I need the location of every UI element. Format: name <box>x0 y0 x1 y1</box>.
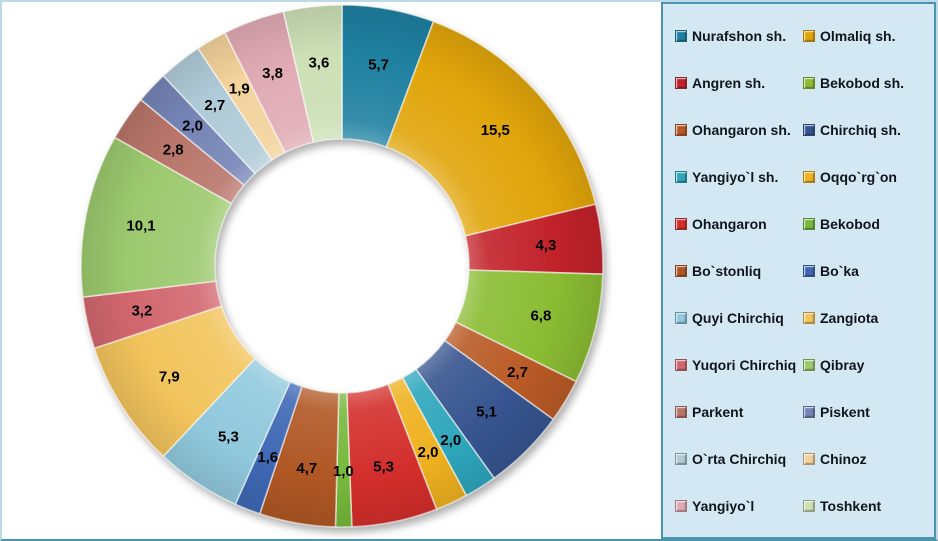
legend-item-toshkent: Toshkent <box>803 499 930 513</box>
legend-label: Bekobod <box>820 215 880 232</box>
legend-label: Ohangaron sh. <box>692 121 791 138</box>
legend-swatch-icon <box>675 170 687 183</box>
legend-swatch-icon <box>675 311 687 324</box>
legend-swatch-icon <box>803 217 815 230</box>
segment-value-label: 5,3 <box>373 459 394 476</box>
segment-value-label: 3,2 <box>131 303 152 320</box>
legend-swatch-icon <box>675 264 687 277</box>
legend-swatch-icon <box>803 170 815 183</box>
legend-item-nurafshon-sh-: Nurafshon sh. <box>675 29 803 43</box>
doughnut-chart: 5,7 15,5 4,3 6,8 2,7 5,1 2,0 2,0 5,3 1,0 4,7 1,6 5,3… <box>2 2 661 539</box>
segment-value-label: 4,3 <box>535 237 556 254</box>
legend-swatch-icon <box>803 358 815 371</box>
segment-value-label: 2,0 <box>418 444 439 461</box>
legend-item-qibray: Qibray <box>803 358 930 372</box>
legend-swatch-icon <box>675 217 687 230</box>
legend-label: Bo`ka <box>820 262 859 279</box>
segment-value-label: 5,3 <box>218 429 239 446</box>
legend-label: Parkent <box>692 403 744 420</box>
legend-item-parkent: Parkent <box>675 405 803 419</box>
segment-value-label: 6,8 <box>530 308 551 325</box>
segment-value-label: 10,1 <box>126 218 155 235</box>
legend-item-angren-sh-: Angren sh. <box>675 76 803 90</box>
doughnut-labels: 5,715,54,36,82,75,12,02,05,31,04,71,65,3… <box>126 54 556 480</box>
legend-item-piskent: Piskent <box>803 405 930 419</box>
legend-item-yuqori-chirchiq: Yuqori Chirchiq <box>675 358 803 372</box>
donut-segment-olmaliq-sh- <box>385 20 597 237</box>
legend-grid: Nurafshon sh. Olmaliq sh. Angren sh. Bekobo… <box>663 4 934 537</box>
segment-value-label: 15,5 <box>481 122 510 139</box>
segment-value-label: 1,9 <box>229 81 250 98</box>
segment-value-label: 2,8 <box>163 142 184 159</box>
legend-label: Oqqo`rg`on <box>820 168 897 185</box>
legend-item-bekobod: Bekobod <box>803 217 930 231</box>
legend-label: Bo`stonliq <box>692 262 762 279</box>
legend-item-chinoz: Chinoz <box>803 452 930 466</box>
legend-swatch-icon <box>803 499 815 512</box>
legend-label: Yangiyo`l sh. <box>692 168 779 185</box>
segment-value-label: 5,7 <box>368 56 389 73</box>
segment-value-label: 2,7 <box>507 364 528 381</box>
segment-value-label: 1,6 <box>257 449 278 466</box>
legend-swatch-icon <box>675 29 687 42</box>
legend-swatch-icon <box>675 405 687 418</box>
legend-label: Angren sh. <box>692 74 766 91</box>
legend-item-bo-ka: Bo`ka <box>803 264 930 278</box>
legend-item-quyi-chirchiq: Quyi Chirchiq <box>675 311 803 325</box>
legend-swatch-icon <box>675 76 687 89</box>
legend-label: Yangiyo`l <box>692 497 755 514</box>
legend-swatch-icon <box>675 123 687 136</box>
legend-swatch-icon <box>803 311 815 324</box>
legend-item-ohangaron-sh-: Ohangaron sh. <box>675 123 803 137</box>
legend-label: Ohangaron <box>692 215 767 232</box>
legend-item-oqqo-rg-on: Oqqo`rg`on <box>803 170 930 184</box>
legend-item-chirchiq-sh-: Chirchiq sh. <box>803 123 930 137</box>
legend-swatch-icon <box>803 29 815 42</box>
legend-item-bo-stonliq: Bo`stonliq <box>675 264 803 278</box>
legend-label: O`rta Chirchiq <box>692 450 787 467</box>
legend-label: Piskent <box>820 403 870 420</box>
legend-item-bekobod-sh-: Bekobod sh. <box>803 76 930 90</box>
legend-label: Yuqori Chirchiq <box>692 356 797 373</box>
segment-value-label: 2,0 <box>440 432 461 449</box>
segment-value-label: 4,7 <box>296 460 317 477</box>
legend-label: Olmaliq sh. <box>820 27 896 44</box>
donut-segment-toshkent <box>282 4 343 144</box>
legend-item-ohangaron: Ohangaron <box>675 217 803 231</box>
legend-label: Quyi Chirchiq <box>692 309 784 326</box>
legend-swatch-icon <box>803 264 815 277</box>
legend-swatch-icon <box>803 76 815 89</box>
segment-value-label: 5,1 <box>476 403 497 420</box>
segment-value-label: 2,0 <box>182 118 203 135</box>
legend-swatch-icon <box>803 405 815 418</box>
legend-swatch-icon <box>675 499 687 512</box>
legend-label: Toshkent <box>820 497 882 514</box>
legend-item-yangiyo-l-sh-: Yangiyo`l sh. <box>675 170 803 184</box>
chart-legend: Nurafshon sh. Olmaliq sh. Angren sh. Bekobo… <box>661 2 936 539</box>
segment-value-label: 3,8 <box>262 65 283 82</box>
doughnut-ring <box>80 4 604 528</box>
legend-label: Nurafshon sh. <box>692 27 787 44</box>
legend-label: Qibray <box>820 356 865 373</box>
legend-item-o-rta-chirchiq: O`rta Chirchiq <box>675 452 803 466</box>
legend-swatch-icon <box>675 452 687 465</box>
legend-label: Chinoz <box>820 450 867 467</box>
legend-label: Chirchiq sh. <box>820 121 901 138</box>
legend-item-zangiota: Zangiota <box>803 311 930 325</box>
legend-swatch-icon <box>803 452 815 465</box>
legend-swatch-icon <box>675 358 687 371</box>
segment-value-label: 7,9 <box>159 368 180 385</box>
segment-value-label: 1,0 <box>333 463 354 480</box>
doughnut-chart-svg: 5,715,54,36,82,75,12,02,05,31,04,71,65,3… <box>80 4 604 528</box>
legend-label: Zangiota <box>820 309 879 326</box>
legend-label: Bekobod sh. <box>820 74 905 91</box>
segment-value-label: 3,6 <box>308 54 329 71</box>
segment-value-label: 2,7 <box>204 97 225 114</box>
legend-swatch-icon <box>803 123 815 136</box>
legend-item-yangiyo-l: Yangiyo`l <box>675 499 803 513</box>
legend-item-olmaliq-sh-: Olmaliq sh. <box>803 29 930 43</box>
